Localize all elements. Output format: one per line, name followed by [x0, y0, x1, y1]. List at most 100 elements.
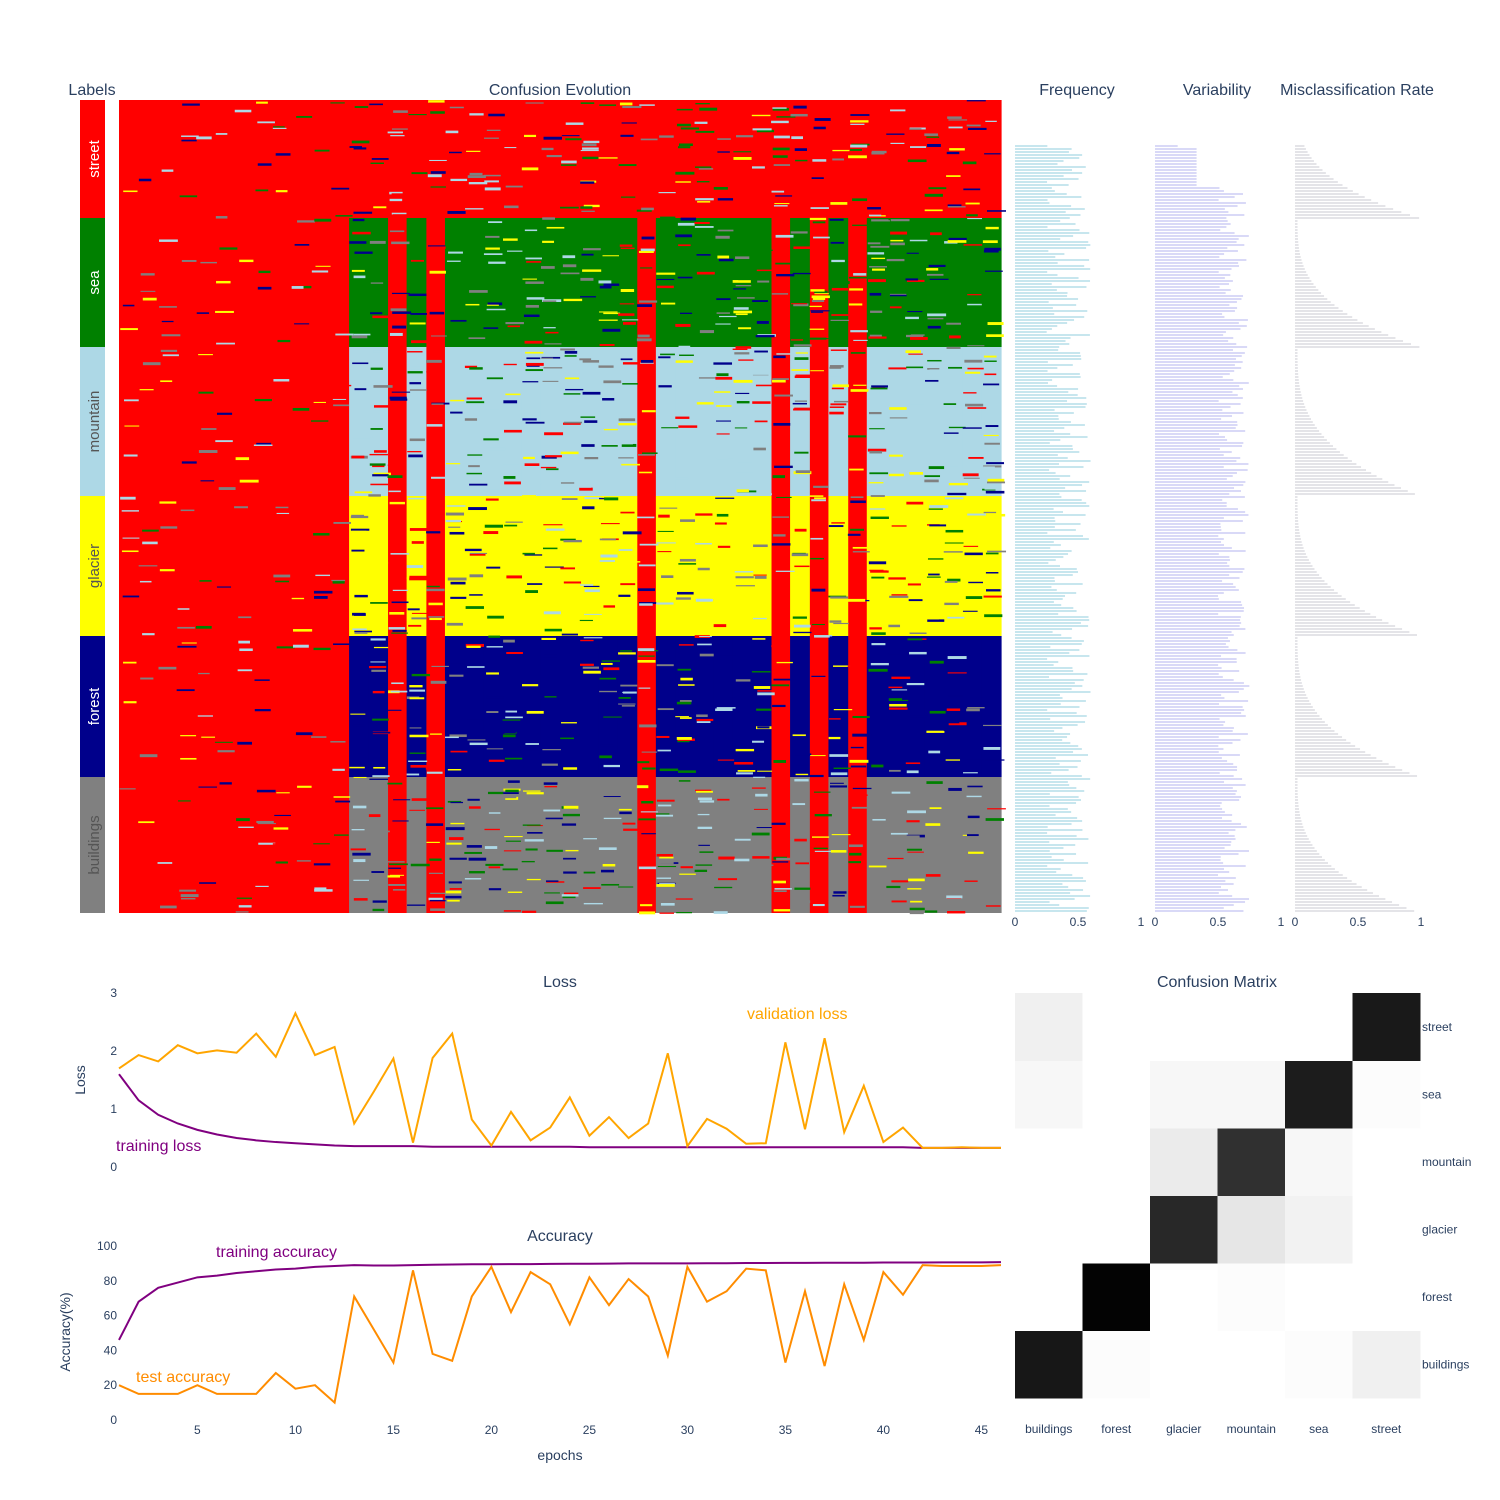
- evolution-noise: [488, 759, 505, 762]
- evolution-noise: [657, 551, 672, 553]
- evolution-noise: [255, 189, 269, 192]
- variability-bar: [1155, 688, 1244, 690]
- evolution-noise: [219, 719, 232, 722]
- frequency-bar: [1015, 892, 1071, 894]
- evolution-block: [885, 218, 906, 347]
- variability-bar: [1155, 337, 1234, 339]
- misclass-bar: [1295, 907, 1407, 909]
- evolution-noise: [351, 269, 365, 272]
- evolution-noise: [621, 441, 633, 445]
- evolution-noise: [503, 730, 516, 734]
- misclass-bar: [1295, 634, 1417, 636]
- evolution-noise: [679, 717, 692, 719]
- evolution-noise: [910, 266, 928, 270]
- misclass-bar: [1295, 310, 1343, 312]
- evolution-noise: [522, 278, 537, 280]
- frequency-bar: [1015, 352, 1081, 354]
- evolution-noise: [661, 427, 679, 429]
- variability-title: Variability: [1183, 82, 1251, 99]
- evolution-noise: [794, 753, 812, 756]
- evolution-noise: [983, 746, 1001, 750]
- evolution-noise: [273, 126, 285, 128]
- evolution-block: [579, 636, 599, 777]
- evolution-noise: [351, 140, 370, 144]
- evolution-noise: [966, 124, 981, 127]
- variability-bar: [1155, 772, 1220, 774]
- evolution-noise: [889, 454, 903, 457]
- evolution-noise: [812, 159, 827, 162]
- evolution-noise: [387, 861, 405, 863]
- evolution-noise: [486, 129, 501, 131]
- frequency-bar: [1015, 148, 1072, 150]
- misclass-bar: [1295, 532, 1300, 534]
- labels-title: Labels: [68, 82, 115, 99]
- evolution-noise: [677, 146, 691, 149]
- variability-bar: [1155, 571, 1243, 573]
- cm-cell: [1352, 1263, 1421, 1331]
- misclass-bar: [1295, 526, 1299, 528]
- evolution-noise: [907, 851, 924, 853]
- variability-bar: [1155, 193, 1243, 195]
- misclass-bar: [1295, 667, 1299, 669]
- evolution-noise: [983, 595, 1002, 598]
- evolution-noise: [582, 156, 599, 160]
- variability-bar: [1155, 658, 1237, 660]
- variability-bar: [1155, 310, 1235, 312]
- evolution-block: [905, 777, 925, 913]
- misclass-bar: [1295, 256, 1301, 258]
- variability-bar: [1155, 814, 1233, 816]
- evolution-noise: [792, 616, 807, 619]
- evolution-noise: [735, 576, 754, 579]
- evolution-noise: [772, 861, 789, 863]
- evolution-noise: [353, 859, 366, 863]
- evolution-noise: [889, 294, 907, 297]
- evolution-noise: [679, 183, 697, 185]
- evolution-noise: [256, 820, 274, 824]
- evolution-noise: [929, 867, 943, 870]
- evolution-noise: [909, 651, 927, 655]
- evolution-noise: [603, 283, 620, 286]
- evolution-noise: [598, 157, 618, 159]
- evolution-noise: [698, 844, 710, 846]
- evolution-block: [349, 100, 369, 218]
- evolution-noise: [811, 311, 824, 313]
- evolution-noise: [715, 705, 733, 708]
- evolution-noise: [638, 453, 655, 456]
- evolution-noise: [658, 356, 671, 359]
- loss-y-axis-title: Loss: [72, 1065, 88, 1095]
- evolution-noise: [924, 133, 939, 136]
- evolution-noise: [507, 325, 521, 328]
- evolution-noise: [392, 820, 409, 822]
- variability-bar: [1155, 370, 1235, 372]
- misclass-bar: [1295, 274, 1308, 276]
- evolution-block: [560, 496, 580, 636]
- misclass-bar: [1295, 832, 1306, 834]
- evolution-noise: [886, 885, 901, 889]
- evolution-noise: [734, 670, 747, 674]
- evolution-noise: [389, 396, 407, 400]
- misclass-bar: [1295, 199, 1372, 201]
- evolution-noise: [850, 500, 866, 504]
- misclass-bar: [1295, 472, 1372, 474]
- evolution-noise: [584, 497, 602, 500]
- evolution-noise: [871, 257, 886, 260]
- evolution-noise: [527, 583, 543, 585]
- evolution-noise: [944, 602, 959, 606]
- frequency-bar: [1015, 550, 1072, 552]
- variability-bar: [1155, 451, 1232, 453]
- evolution-noise: [351, 829, 365, 831]
- misclass-bar: [1295, 538, 1301, 540]
- variability-bar: [1155, 763, 1234, 765]
- evolution-noise: [831, 287, 849, 291]
- evolution-noise: [929, 369, 944, 372]
- evolution-noise: [963, 231, 976, 233]
- variability-bar: [1155, 835, 1235, 837]
- evolution-noise: [852, 198, 868, 202]
- evolution-noise: [122, 632, 142, 635]
- evolution-noise: [949, 148, 965, 151]
- evolution-noise: [159, 749, 178, 752]
- misclass-bar: [1295, 853, 1320, 855]
- evolution-noise: [562, 255, 576, 259]
- evolution-noise: [584, 457, 599, 460]
- variability-bar: [1155, 418, 1222, 420]
